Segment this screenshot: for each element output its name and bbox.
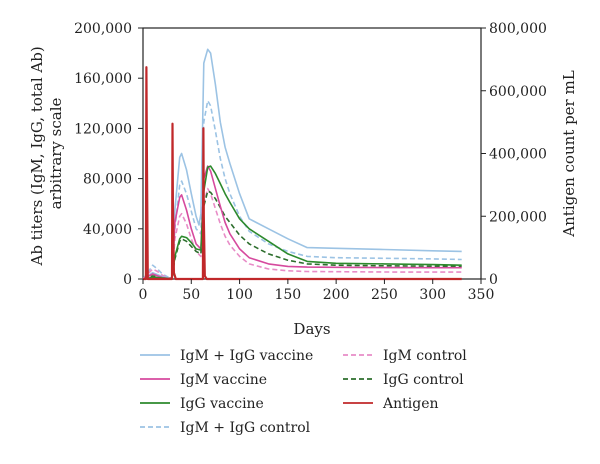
legend-label: IgG control [383,372,464,388]
series-line-antigen [143,66,462,281]
plot-frame [142,27,482,280]
x-axis-ticks: 0 50 100 150 200 250 300 350 [139,279,495,303]
series-line-igm-vaccine [142,165,462,280]
x-tick-label: 200 [323,287,350,303]
x-tick-label: 250 [371,287,398,303]
x-tick-label: 0 [139,287,148,303]
x-tick-label: 150 [274,287,301,303]
series-line-igg-vaccine [142,165,462,280]
y-left-axis-label: Ab titers (IgM, IgG, total Ab) arbitrary… [28,41,65,266]
x-tick-label: 350 [468,287,495,303]
x-tick-label: 300 [419,287,446,303]
y-left-tick-label: 160,000 [74,71,132,87]
series-layer [142,48,462,281]
x-tick-label: 50 [182,287,200,303]
plot-area [142,27,482,281]
legend-label: Antigen [382,396,439,412]
series-line-igm-igg-control [142,100,462,280]
y-left-axis-label-line-1: Ab titers (IgM, IgG, total Ab) [28,46,46,266]
x-tick-label: 100 [226,287,253,303]
y-right-tick-label: 600,000 [489,84,547,100]
y-left-axis-label-line-2: arbitrary scale [47,97,65,209]
legend-label: IgG vaccine [180,396,264,412]
y-right-tick-label: 400,000 [489,147,547,163]
y-left-tick-label: 0 [123,272,132,288]
legend: IgM + IgG vaccine IgM control IgM vaccine I… [140,348,467,436]
y-left-tick-label: 80,000 [83,172,132,188]
y-left-tick-label: 120,000 [74,121,132,137]
y-right-tick-label: 800,000 [489,21,547,37]
series-line-igm-igg-vaccine [142,48,462,280]
legend-label: IgM + IgG control [180,420,311,436]
y-right-tick-label: 200,000 [489,209,547,225]
x-axis-label: Days [293,320,330,338]
legend-label: IgM vaccine [180,372,267,388]
y-left-tick-label: 40,000 [83,222,132,238]
y-right-tick-label: 0 [489,272,498,288]
legend-label: IgM control [383,348,467,364]
y-left-tick-label: 200,000 [74,21,132,37]
legend-label: IgM + IgG vaccine [180,348,313,364]
y-right-axis-label: Antigen count per mL [560,70,578,237]
y-right-axis-ticks: 0 200,000 400,000 600,000 800,000 [481,21,547,288]
y-left-axis-ticks: 0 40,000 80,000 120,000 160,000 200,000 [74,21,143,288]
